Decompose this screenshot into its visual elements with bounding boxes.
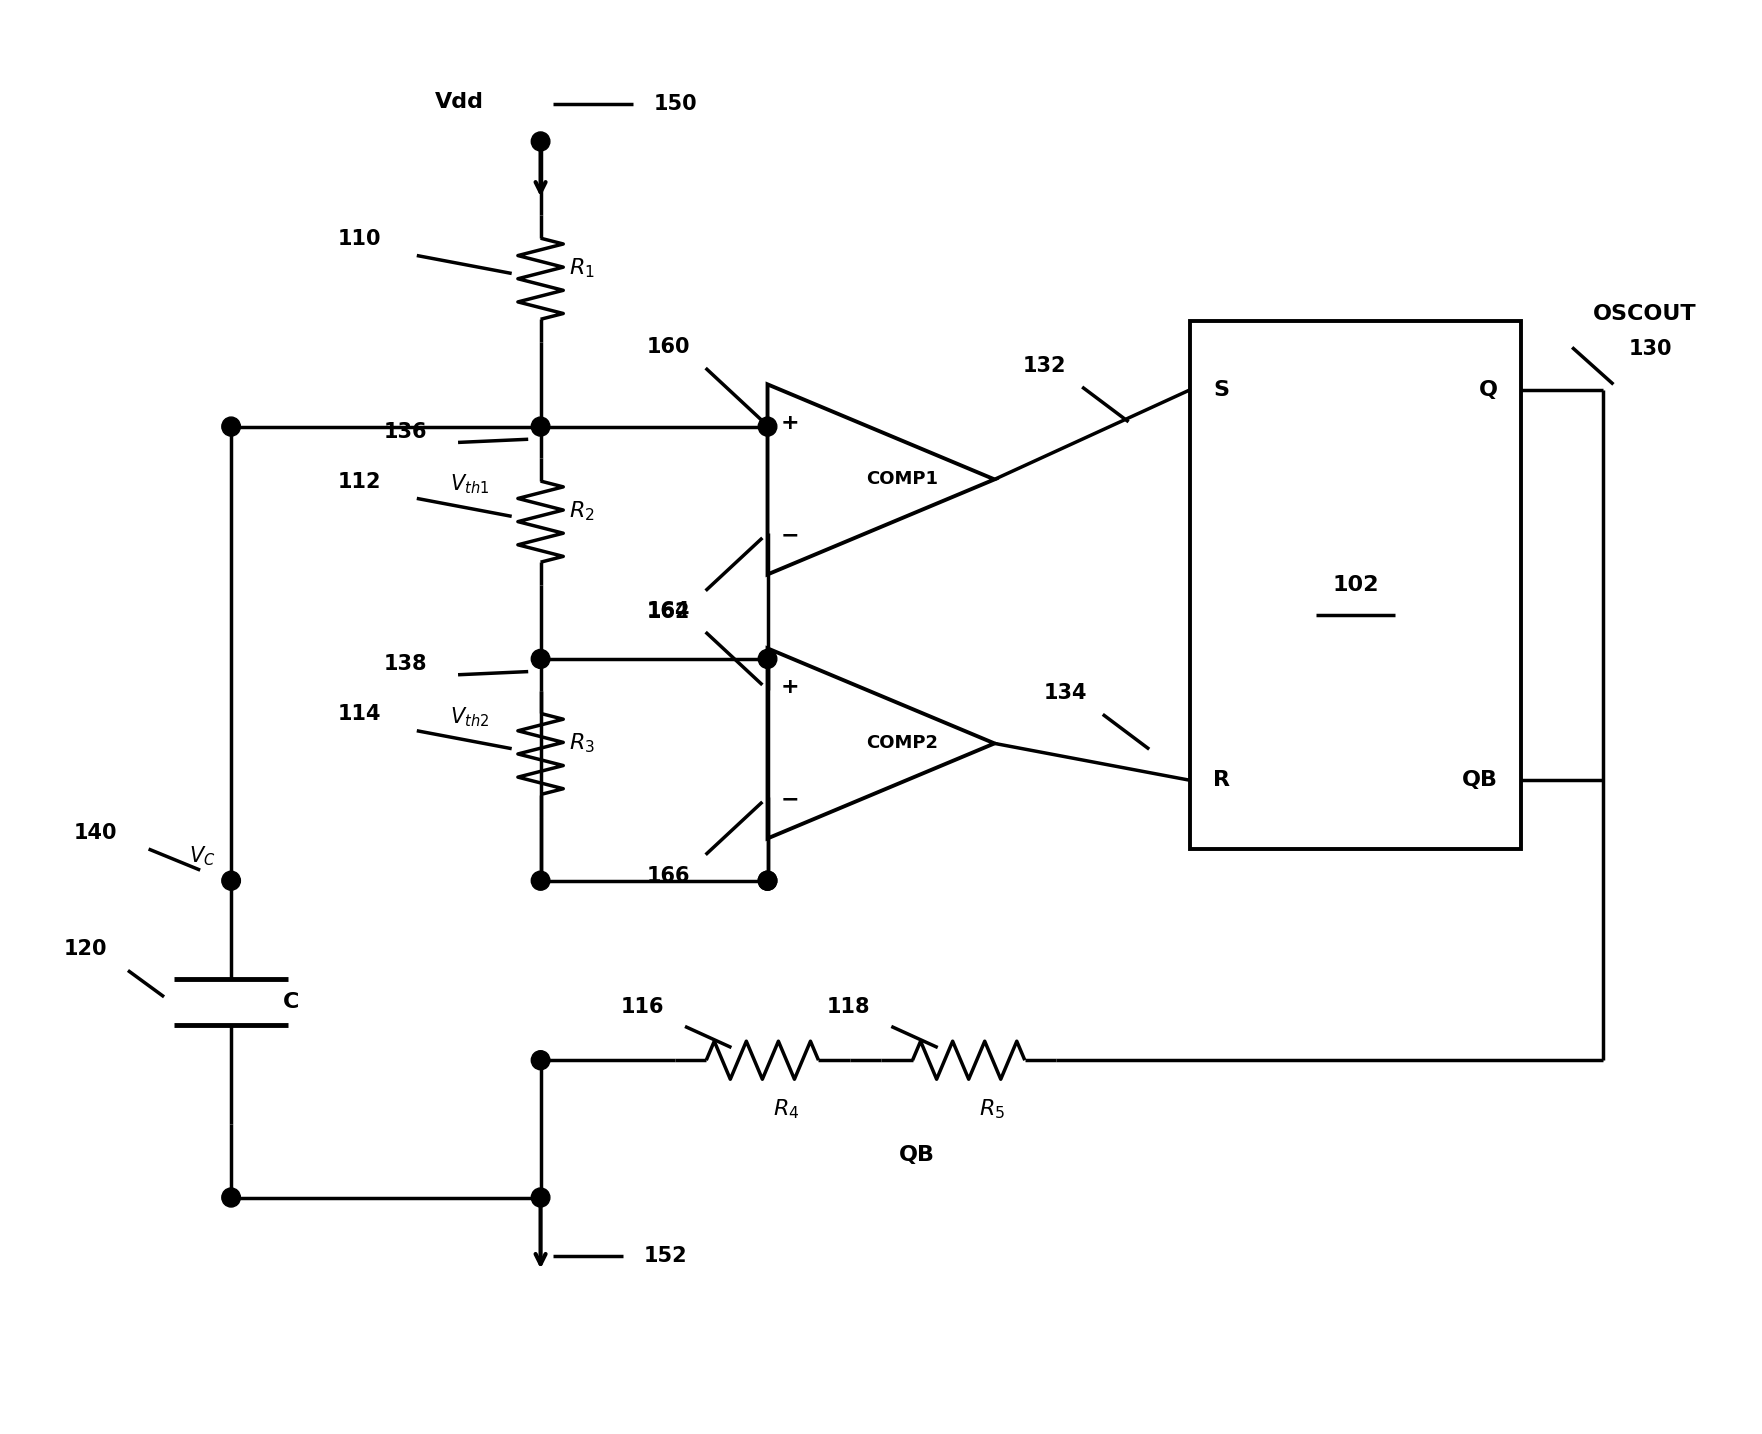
Text: QB: QB	[1462, 770, 1498, 790]
Text: +: +	[781, 677, 800, 697]
Circle shape	[532, 1187, 550, 1207]
Text: 130: 130	[1628, 340, 1672, 360]
Circle shape	[222, 417, 240, 436]
Text: 166: 166	[647, 866, 691, 886]
Text: 132: 132	[1024, 356, 1066, 376]
Text: 102: 102	[1332, 575, 1380, 595]
Circle shape	[222, 872, 240, 891]
Circle shape	[758, 650, 777, 668]
Text: 152: 152	[643, 1246, 687, 1266]
Text: 150: 150	[654, 95, 698, 115]
Text: $V_C$: $V_C$	[189, 845, 215, 868]
Text: 118: 118	[826, 998, 870, 1017]
Text: $V_{th1}$: $V_{th1}$	[449, 473, 490, 496]
Circle shape	[532, 872, 550, 891]
Text: $R_1$: $R_1$	[569, 257, 596, 280]
Text: 160: 160	[647, 337, 691, 357]
Text: $R_5$: $R_5$	[980, 1097, 1004, 1121]
Circle shape	[758, 872, 777, 891]
Text: −: −	[781, 526, 800, 546]
Text: $R_2$: $R_2$	[569, 499, 596, 523]
Text: OSCOUT: OSCOUT	[1593, 304, 1697, 324]
Text: +: +	[781, 413, 800, 433]
Bar	[1191, 321, 1521, 849]
Text: 116: 116	[620, 998, 664, 1017]
Circle shape	[532, 1051, 550, 1070]
Text: 114: 114	[337, 704, 381, 724]
Text: 112: 112	[337, 472, 381, 492]
Text: Vdd: Vdd	[435, 92, 485, 112]
Text: 136: 136	[384, 422, 426, 442]
Text: $R_4$: $R_4$	[774, 1097, 800, 1121]
Circle shape	[532, 417, 550, 436]
Text: Q: Q	[1478, 380, 1498, 400]
Text: −: −	[781, 790, 800, 810]
Text: 140: 140	[74, 823, 118, 843]
Text: 138: 138	[384, 654, 426, 674]
Text: 120: 120	[63, 939, 107, 959]
Text: $R_3$: $R_3$	[569, 731, 596, 756]
Text: S: S	[1214, 380, 1230, 400]
Polygon shape	[768, 384, 994, 575]
Text: COMP2: COMP2	[865, 734, 937, 753]
Circle shape	[532, 650, 550, 668]
Circle shape	[758, 417, 777, 436]
Text: QB: QB	[899, 1146, 936, 1166]
Text: 110: 110	[337, 228, 381, 248]
Text: 162: 162	[647, 602, 691, 622]
Text: COMP1: COMP1	[865, 470, 937, 489]
Circle shape	[532, 132, 550, 151]
Text: $V_{th2}$: $V_{th2}$	[449, 706, 490, 728]
Polygon shape	[768, 648, 994, 839]
Text: C: C	[282, 992, 300, 1012]
Text: 134: 134	[1043, 683, 1087, 703]
Text: 164: 164	[647, 601, 691, 621]
Circle shape	[758, 872, 777, 891]
Text: R: R	[1214, 770, 1230, 790]
Circle shape	[222, 1187, 240, 1207]
